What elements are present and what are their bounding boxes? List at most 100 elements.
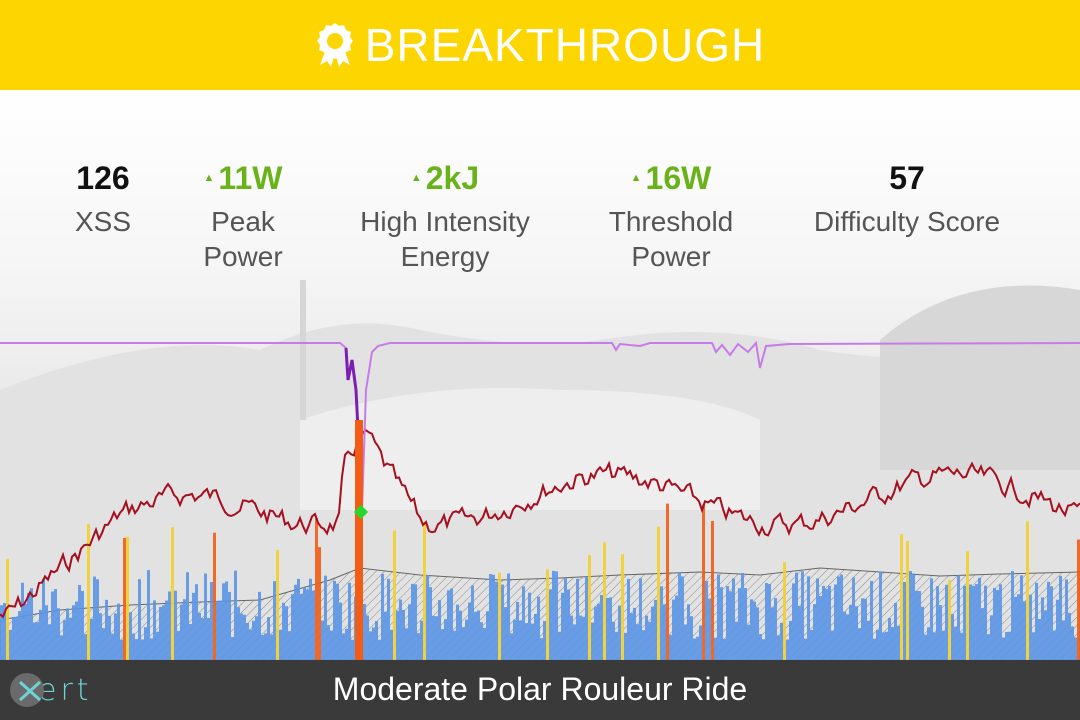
power-bar xyxy=(78,584,81,660)
power-bar xyxy=(6,558,9,660)
power-bar xyxy=(1017,594,1020,660)
power-bar xyxy=(12,616,15,660)
power-bar xyxy=(117,603,120,660)
xert-logo[interactable]: ert xyxy=(10,672,93,708)
power-bar xyxy=(669,634,672,660)
power-bar xyxy=(654,599,657,660)
power-bar xyxy=(225,581,228,660)
power-bar xyxy=(411,583,414,660)
power-bar xyxy=(594,606,597,660)
power-bar xyxy=(495,581,498,660)
power-bar xyxy=(609,597,612,660)
power-bar xyxy=(150,638,153,660)
power-bar xyxy=(183,599,186,660)
power-bar xyxy=(219,600,222,660)
power-bar xyxy=(324,575,327,660)
power-bar xyxy=(777,635,780,660)
power-bar xyxy=(579,615,582,660)
power-bar xyxy=(873,638,876,660)
power-bar xyxy=(738,588,741,660)
power-bar xyxy=(939,605,942,660)
power-bar xyxy=(960,632,963,660)
power-bar xyxy=(465,619,468,660)
banner-title: BREAKTHROUGH xyxy=(364,19,766,71)
power-bar xyxy=(846,614,849,660)
power-bar xyxy=(42,579,45,660)
power-bar xyxy=(567,589,570,660)
power-bar xyxy=(159,606,162,660)
power-bar xyxy=(216,600,219,660)
power-bar xyxy=(699,625,702,660)
power-bar xyxy=(951,614,954,660)
power-bar xyxy=(213,532,216,660)
power-bar xyxy=(351,639,354,660)
power-bar xyxy=(822,585,825,660)
power-bar xyxy=(1044,610,1047,660)
power-bar xyxy=(420,620,423,660)
power-bar xyxy=(24,603,27,660)
power-bar xyxy=(498,572,501,660)
power-bar xyxy=(405,628,408,660)
power-bar xyxy=(972,585,975,660)
power-bar xyxy=(783,562,786,660)
power-bar xyxy=(279,629,282,660)
power-bar xyxy=(690,616,693,660)
power-bar xyxy=(501,584,504,660)
power-bar xyxy=(138,579,141,660)
power-bar xyxy=(612,621,615,660)
power-bar xyxy=(903,581,906,660)
power-bar xyxy=(45,605,48,660)
power-bar xyxy=(735,621,738,660)
power-bar xyxy=(336,583,339,660)
power-bar xyxy=(849,604,852,660)
power-bar xyxy=(144,627,147,660)
power-bar xyxy=(600,594,603,660)
power-bar xyxy=(483,627,486,660)
power-bar xyxy=(300,593,303,660)
power-bar xyxy=(885,631,888,660)
power-bar xyxy=(255,616,258,660)
power-bar xyxy=(63,620,66,660)
power-bar xyxy=(270,634,273,660)
power-bar xyxy=(36,622,39,660)
power-bar xyxy=(1050,586,1053,660)
power-bar xyxy=(1035,582,1038,660)
power-bar xyxy=(339,602,342,660)
power-bar xyxy=(921,606,924,660)
power-bar xyxy=(312,590,315,660)
power-bar xyxy=(936,586,939,660)
power-bar xyxy=(963,585,966,660)
power-bar xyxy=(717,574,720,660)
power-bar xyxy=(531,623,534,660)
power-bar xyxy=(381,573,384,660)
power-bar xyxy=(141,639,144,660)
activity-chart xyxy=(0,340,1080,660)
power-bar xyxy=(342,633,345,660)
stat-threshold-power: ▲ 16W Threshold Power xyxy=(561,158,781,274)
power-bar xyxy=(858,628,861,660)
up-arrow-icon: ▲ xyxy=(630,172,642,184)
power-bar xyxy=(747,624,750,660)
mpa-line xyxy=(0,340,1080,511)
power-bar xyxy=(918,591,921,660)
power-bar xyxy=(861,598,864,660)
power-bar xyxy=(378,639,381,660)
power-bar xyxy=(450,588,453,660)
power-bar xyxy=(417,633,420,660)
power-bar xyxy=(306,589,309,660)
power-bar xyxy=(909,571,912,660)
power-bar xyxy=(48,624,51,660)
power-bar xyxy=(726,586,729,660)
power-bar xyxy=(999,584,1002,660)
mpa-dip-highlight xyxy=(344,347,362,471)
power-bar xyxy=(1011,571,1014,660)
power-bar xyxy=(831,630,834,660)
power-bar xyxy=(969,584,972,660)
power-bar xyxy=(912,573,915,660)
power-bar xyxy=(468,602,471,660)
power-bar xyxy=(75,601,78,660)
power-bar xyxy=(570,615,573,660)
power-bar xyxy=(981,608,984,660)
power-bar xyxy=(558,631,561,660)
power-bar xyxy=(504,607,507,660)
